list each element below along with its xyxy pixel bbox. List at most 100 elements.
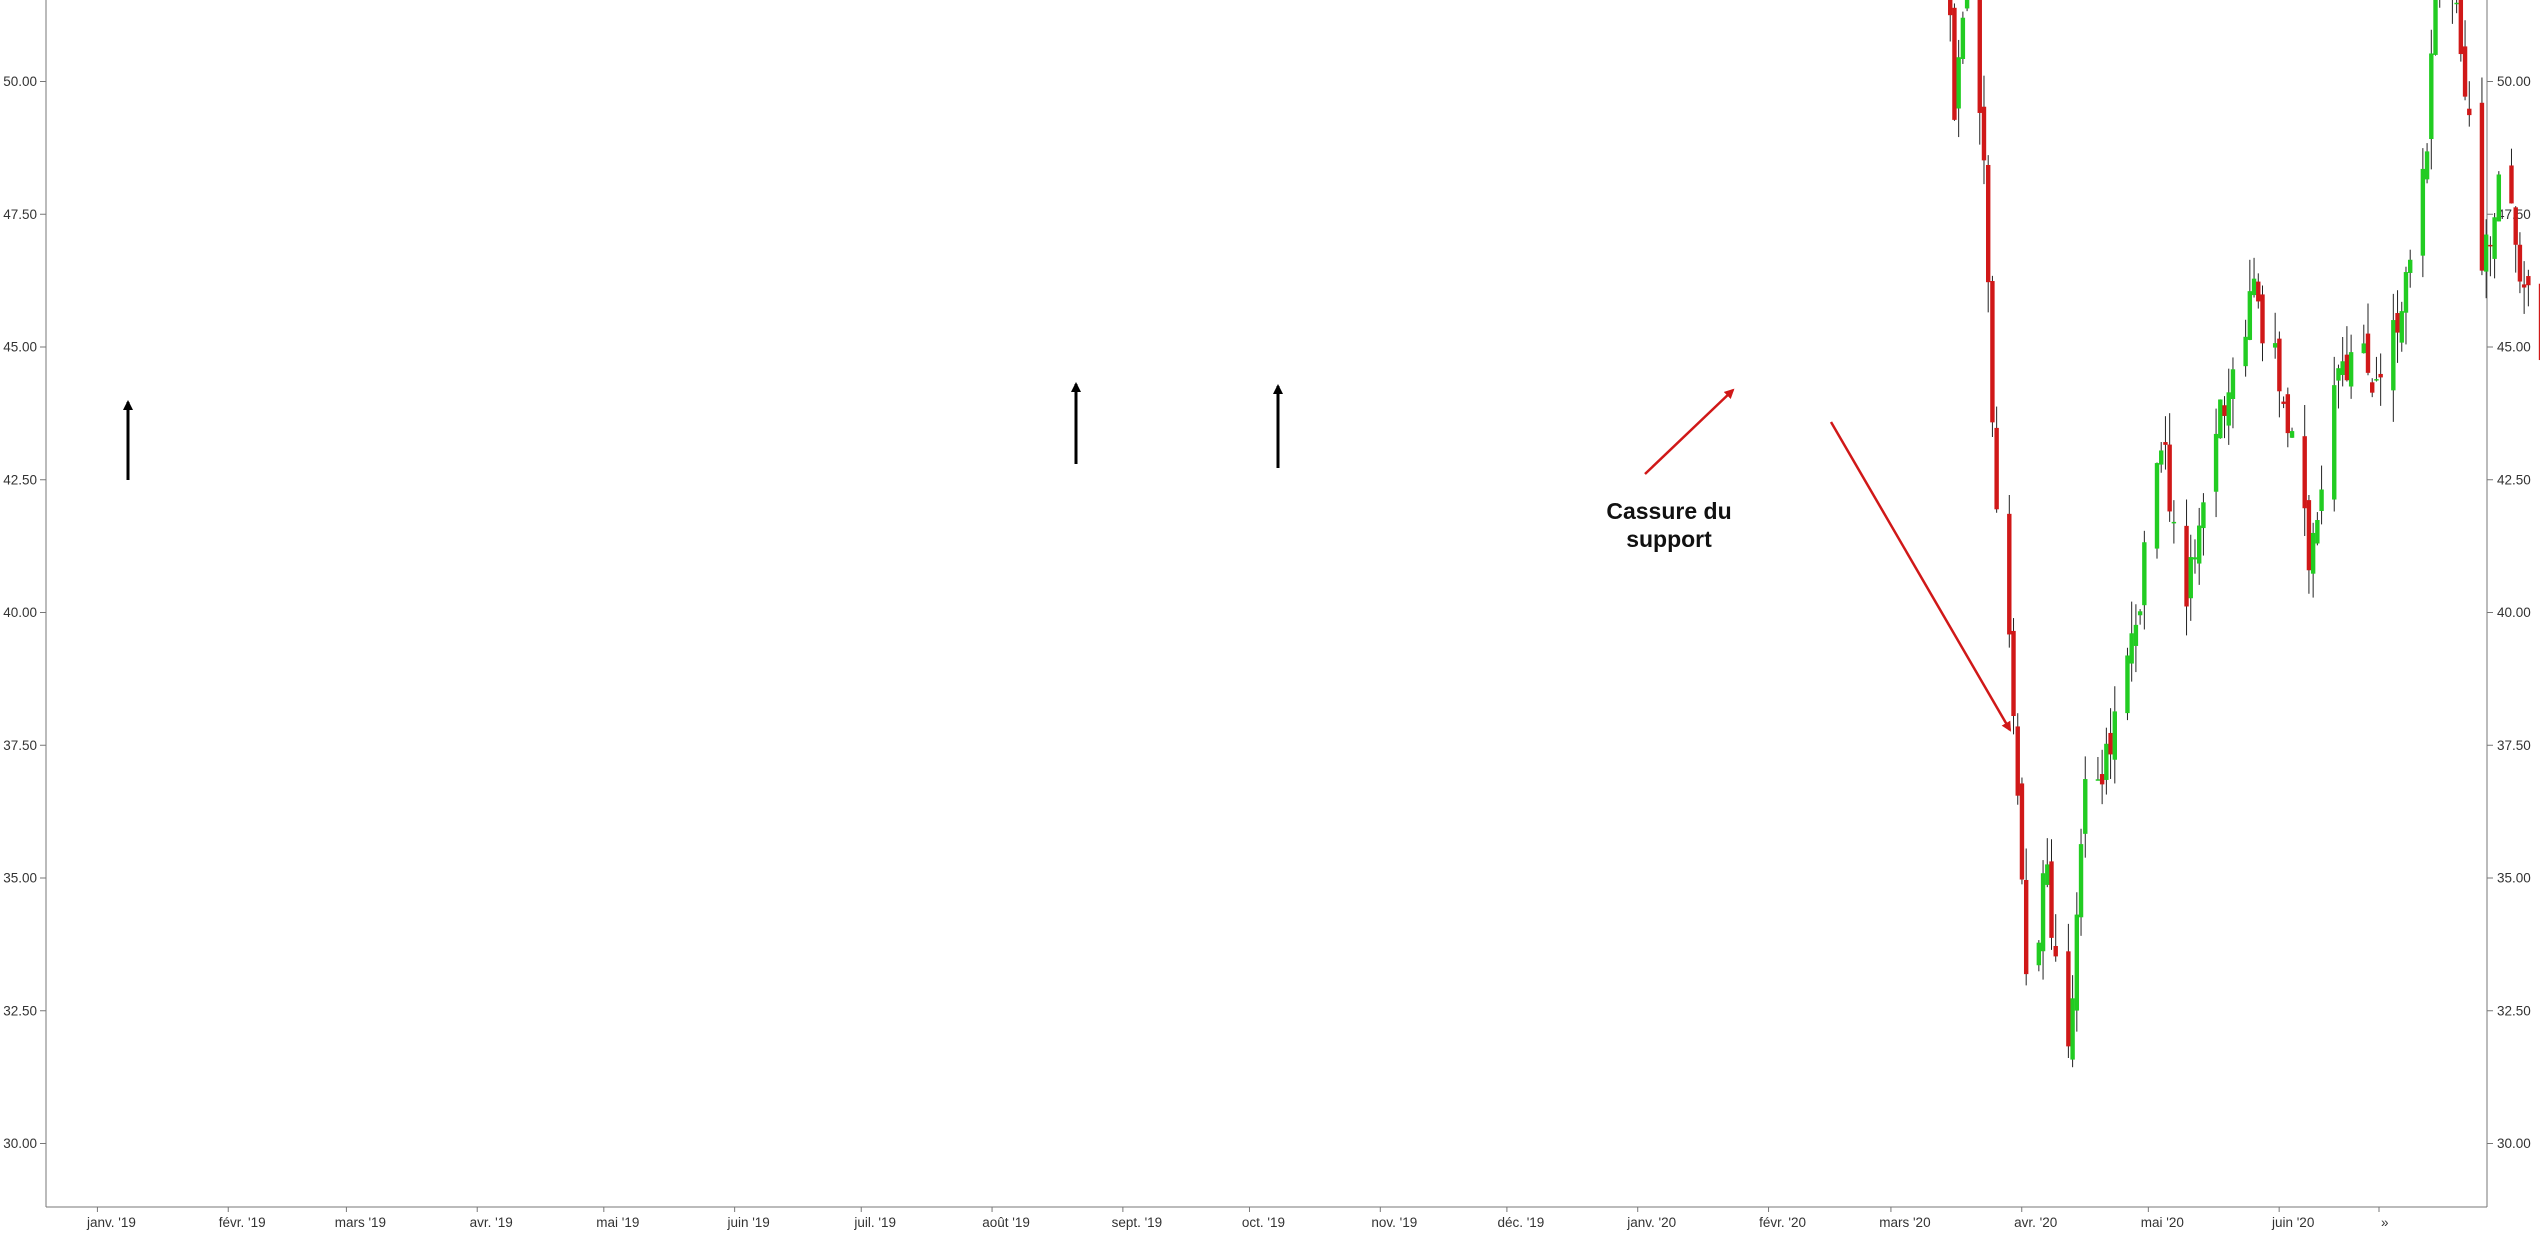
plot-frame [45, 0, 2488, 1208]
candle-down [2163, 442, 2168, 445]
candle-up [2340, 361, 2345, 375]
y-tick-label: 32.50 [2497, 1003, 2531, 1018]
x-tick-label: mai '20 [2141, 1215, 2184, 1230]
candle-down [2370, 382, 2375, 393]
x-tick-label: mars '19 [335, 1215, 386, 1230]
candle-up [2310, 532, 2316, 574]
x-tick-label: sept. '19 [1112, 1215, 1163, 1230]
y-tick-label: 37.50 [2497, 738, 2531, 753]
candle-up [2040, 873, 2046, 952]
candle-up [2142, 542, 2147, 606]
candle-up [2492, 217, 2497, 259]
candle-up [2213, 433, 2219, 492]
x-axis-end-symbol: » [2381, 1215, 2389, 1230]
candle-down [2302, 436, 2307, 509]
y-tick-label: 50.00 [3, 74, 37, 89]
break-label-line2: support [1626, 526, 1712, 552]
candle-down [2462, 46, 2468, 97]
candle-up [2399, 311, 2404, 343]
candle-up [2496, 174, 2502, 222]
x-tick-label: févr. '19 [219, 1215, 266, 1230]
x-tick-label: nov. '19 [1371, 1215, 1417, 1230]
x-tick-label: janv. '19 [86, 1215, 136, 1230]
candle-up [1964, 0, 1970, 9]
candle-down [2099, 774, 2105, 785]
candle-up [2391, 320, 2396, 391]
candle-down [2488, 244, 2493, 247]
candle-down [1981, 106, 1987, 161]
y-tick-label: 47.50 [3, 207, 37, 222]
candle-down [2011, 630, 2016, 717]
candle-up [2129, 633, 2134, 664]
candle-up [2429, 53, 2434, 139]
candle-up [2336, 368, 2341, 381]
support-touch-markers [123, 382, 1283, 480]
candle-down [2538, 283, 2540, 361]
x-tick-label: oct. '19 [1242, 1215, 1285, 1230]
candle-up [2226, 392, 2231, 426]
candle-down [2365, 333, 2371, 373]
candle-down [2281, 401, 2286, 404]
candle-up [2424, 151, 2430, 180]
candle-down [2015, 726, 2020, 796]
candle-down [1986, 164, 1991, 283]
candle-up [2454, 2, 2459, 5]
candle-down [2053, 945, 2058, 957]
candle-up [2243, 336, 2248, 367]
candle-up [2197, 525, 2202, 564]
candle-up [2159, 450, 2164, 465]
x-tick-label: mars '20 [1879, 1215, 1930, 1230]
candles [1948, 0, 2540, 1068]
candle-up [2483, 234, 2489, 272]
candle-down [2256, 281, 2261, 302]
x-tick-label: déc. '19 [1497, 1215, 1544, 1230]
trend-arrow [1829, 421, 2012, 732]
x-tick-label: août '19 [982, 1215, 1030, 1230]
candle-down [2479, 102, 2485, 271]
candle-down [2517, 244, 2523, 282]
candle-down [2108, 732, 2113, 755]
candle-up [2078, 844, 2084, 918]
candle-down [1977, 0, 1982, 113]
candle-up [2083, 779, 2088, 834]
y-tick-label: 40.00 [3, 605, 37, 620]
candle-up [2289, 431, 2295, 438]
candle-up [2171, 521, 2177, 524]
candle-down [2222, 405, 2227, 416]
break-label-line1: Cassure du [1606, 498, 1731, 524]
candle-down [2019, 783, 2025, 880]
candle-up [2154, 463, 2160, 549]
candle-down [2467, 108, 2472, 116]
candle-up [2104, 743, 2109, 780]
break-annotation: Cassure du support [1606, 388, 2012, 732]
candle-down [2007, 513, 2012, 635]
candle-up [2348, 352, 2354, 387]
candle-down [2344, 354, 2350, 381]
x-tick-label: juin '20 [2271, 1215, 2314, 1230]
x-tick-label: juil. '19 [853, 1215, 896, 1230]
candle-down [2306, 500, 2312, 571]
candle-up [2272, 343, 2278, 348]
candle-down [2260, 294, 2265, 344]
candle-up [2251, 278, 2257, 296]
candle-up [1960, 17, 1966, 60]
y-tick-label: 35.00 [2497, 871, 2531, 886]
candle-down [2521, 284, 2527, 288]
candle-down [2378, 373, 2383, 378]
y-tick-label: 32.50 [3, 1003, 37, 1018]
x-tick-label: avr. '19 [470, 1215, 513, 1230]
candle-down [2167, 444, 2172, 512]
x-tick-label: juin '19 [726, 1215, 769, 1230]
candle-down [2513, 207, 2518, 245]
candle-down [2509, 165, 2514, 204]
candle-up [2332, 385, 2337, 500]
candle-down [2526, 276, 2531, 286]
candle-up [2319, 489, 2324, 511]
candle-up [2403, 272, 2409, 313]
candle-down [2285, 394, 2291, 434]
candle-up [2188, 557, 2193, 599]
y-tick-label: 50.00 [2497, 74, 2531, 89]
candle-up [2045, 864, 2050, 885]
candle-down [1952, 7, 1957, 120]
